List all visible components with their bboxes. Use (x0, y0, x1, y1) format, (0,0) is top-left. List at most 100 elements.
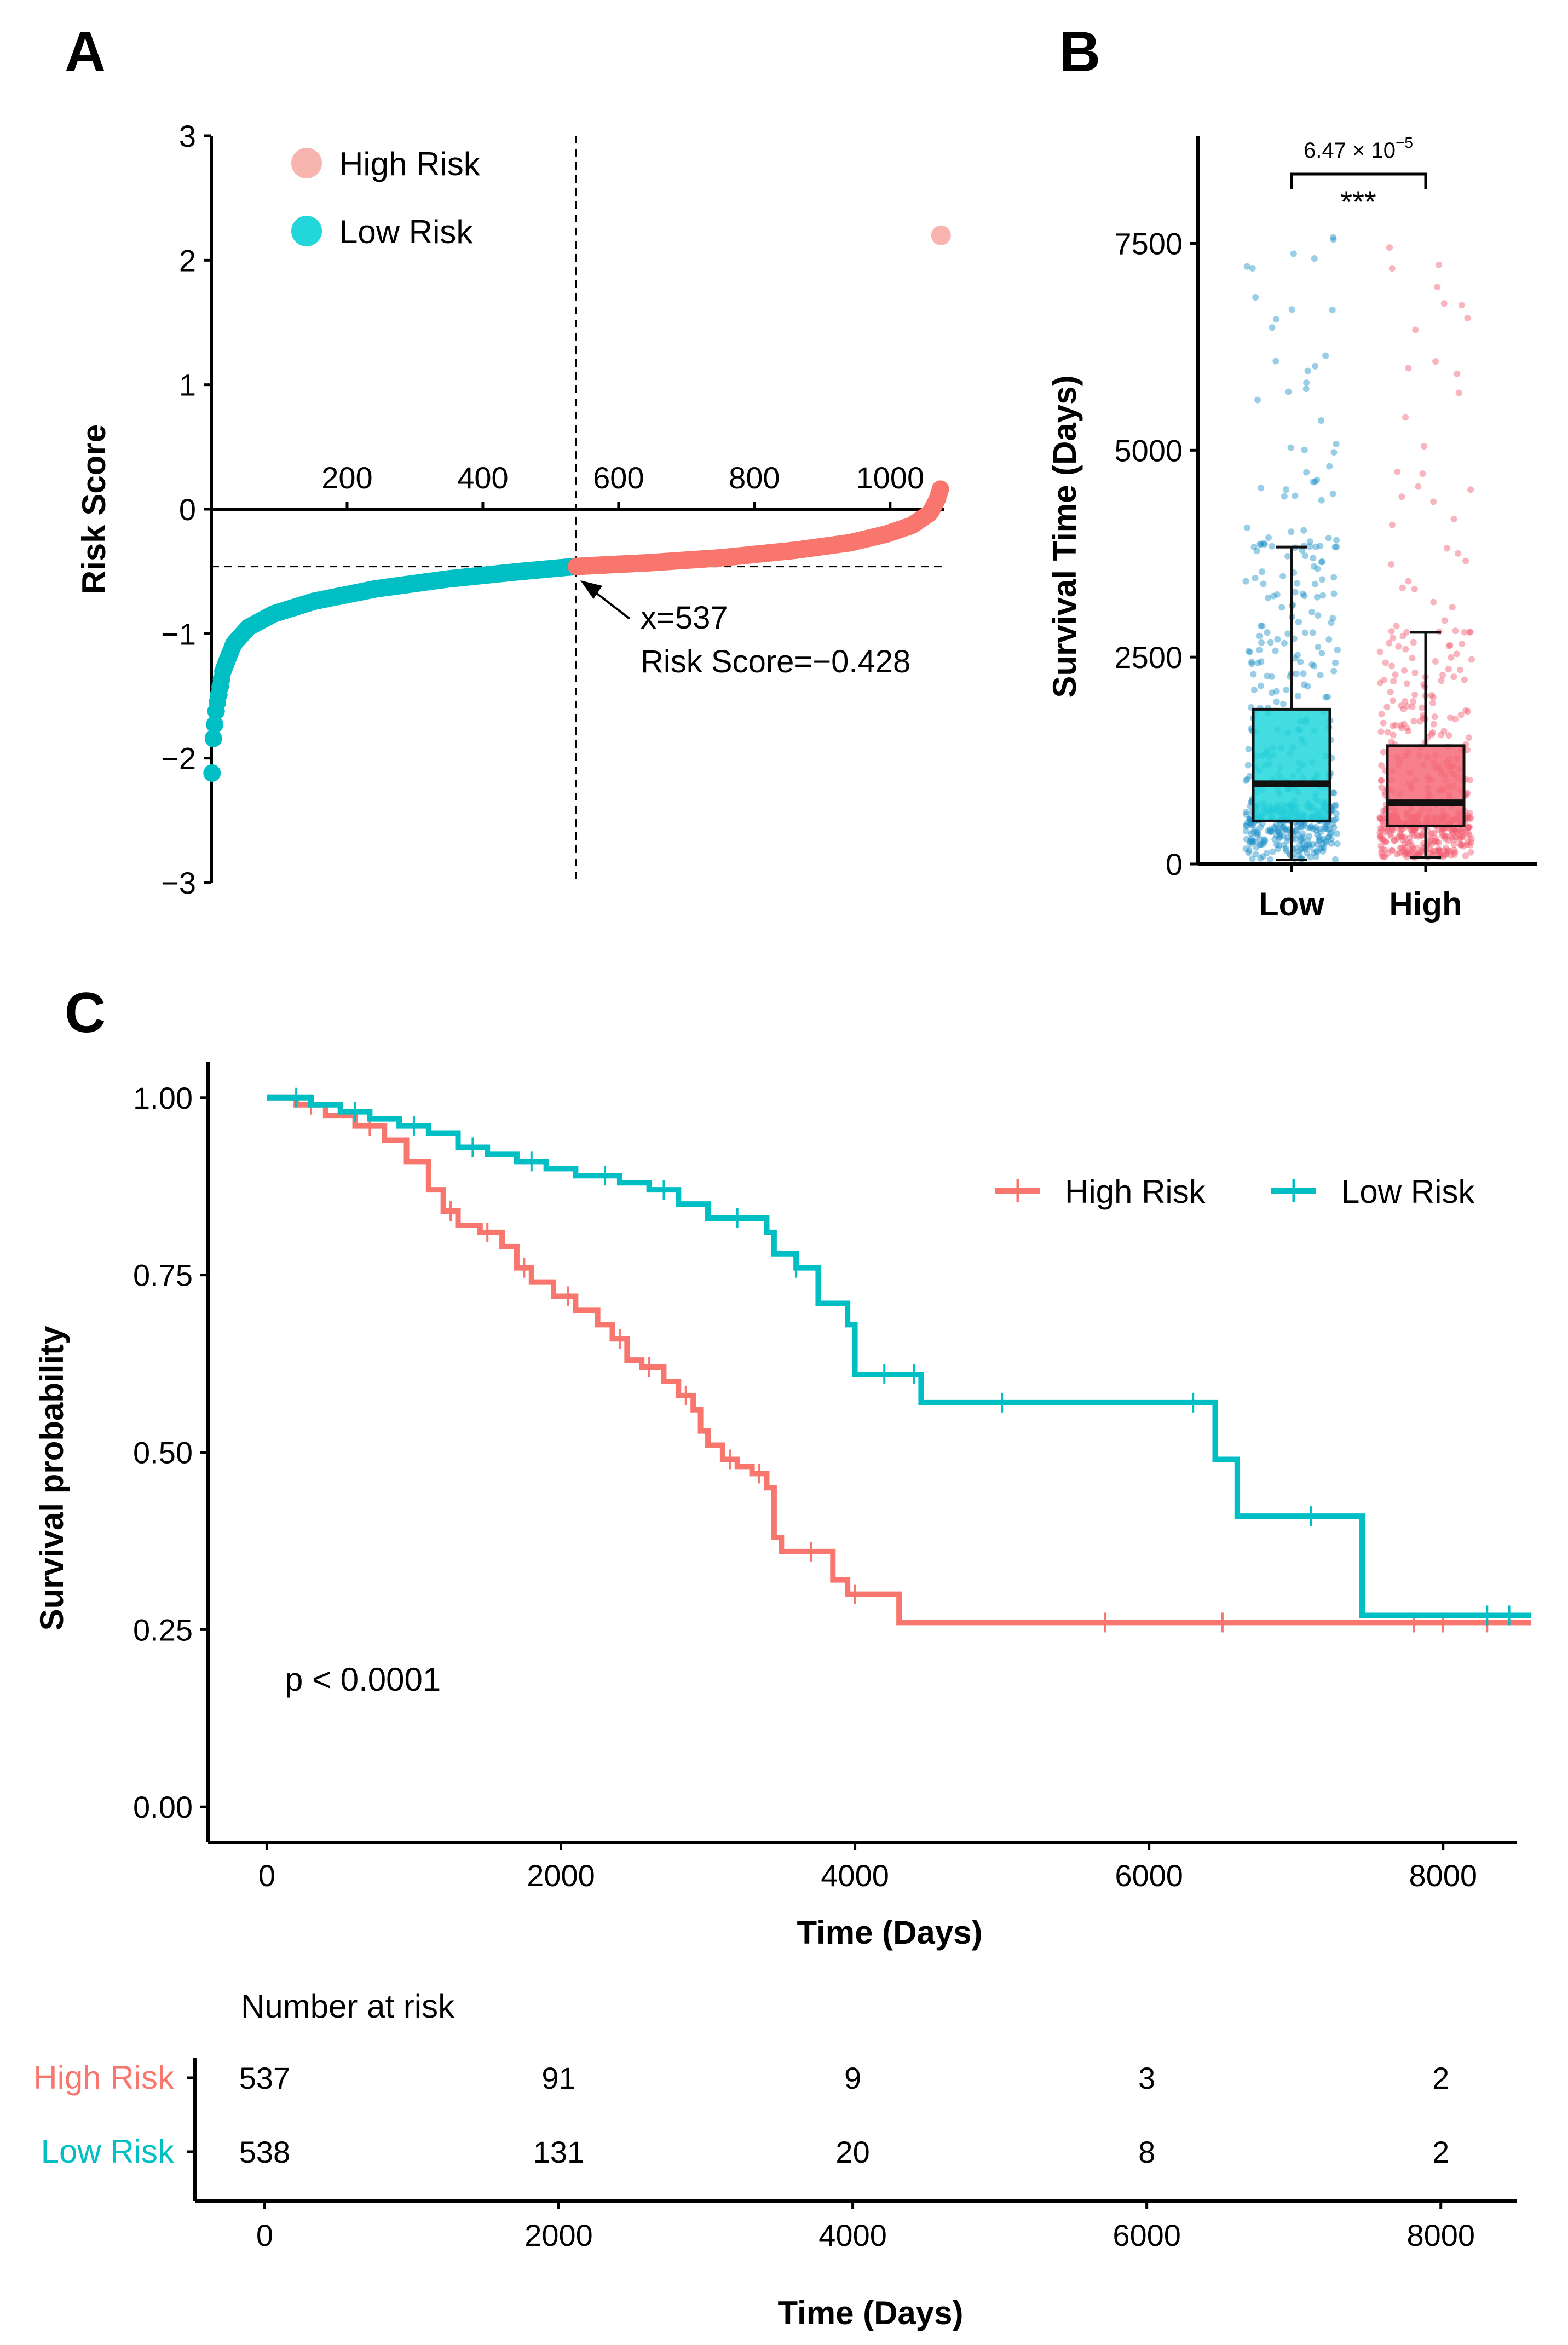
boxplot-jitter-point (1242, 777, 1249, 784)
boxplot-jitter-point (1413, 832, 1420, 839)
boxplot-jitter-point (1465, 824, 1472, 831)
boxplot-jitter-point (1265, 827, 1272, 834)
boxplot-jitter-point (1333, 440, 1340, 447)
boxplot-jitter-point (1268, 689, 1275, 696)
boxplot-jitter-point (1389, 697, 1396, 704)
boxplot-jitter-point (1317, 672, 1324, 679)
boxplot-jitter-point (1405, 834, 1413, 842)
boxplot-jitter-point (1388, 561, 1395, 568)
boxplot-jitter-point (1249, 821, 1256, 828)
boxplot-jitter-point (1441, 833, 1448, 840)
boxplot-jitter-point (1418, 704, 1425, 711)
boxplot-jitter-point (1306, 538, 1313, 545)
boxplot-jitter-point (1276, 834, 1283, 842)
boxplot-jitter-point (1319, 848, 1327, 855)
boxplot-jitter-point (1257, 623, 1264, 630)
boxplot-jitter-point (1258, 658, 1265, 665)
risk-score-y-tick-label: −2 (161, 741, 196, 776)
boxplot-jitter-point (1278, 604, 1285, 611)
boxplot-jitter-point (1245, 648, 1252, 655)
boxplot-jitter-point (1452, 627, 1459, 635)
boxplot-jitter-point (1450, 516, 1457, 523)
boxplot-jitter-point (1250, 828, 1257, 836)
boxplot-jitter-point (1314, 849, 1321, 856)
boxplot-jitter-point (1388, 847, 1396, 854)
boxplot-jitter-point (1312, 478, 1319, 485)
boxplot-jitter-point (1467, 814, 1474, 821)
boxplot-jitter-point (1277, 831, 1284, 838)
boxplot-jitter-point (1277, 833, 1284, 840)
boxplot-jitter-point (1442, 844, 1449, 851)
risk-score-point (203, 764, 221, 782)
boxplot-jitter-point (1279, 573, 1287, 580)
risk-table-x-tick-label: 0 (256, 2218, 273, 2252)
survival-x-tick-label: 0 (258, 1858, 275, 1893)
boxplot-jitter-point (1382, 838, 1390, 845)
boxplot-jitter-point (1315, 834, 1322, 842)
boxplot-jitter-point (1450, 826, 1457, 833)
legend-low-risk-marker (291, 216, 322, 246)
boxplot-jitter-point (1253, 548, 1260, 555)
boxplot-jitter-point (1418, 832, 1425, 839)
boxplot-jitter-point (1388, 627, 1395, 635)
boxplot-jitter-point (1334, 840, 1341, 848)
boxplot-jitter-point (1278, 823, 1285, 831)
boxplot-jitter-point (1281, 493, 1288, 500)
boxplot-jitter-point (1459, 829, 1466, 836)
boxplot-jitter-point (1271, 825, 1278, 832)
boxplot-jitter-point (1253, 829, 1260, 836)
boxplot-jitter-point (1265, 534, 1272, 541)
boxplot-jitter-point (1320, 844, 1327, 851)
boxplot-jitter-point (1382, 838, 1390, 845)
boxplot-jitter-point (1395, 643, 1402, 650)
boxplot-jitter-point (1376, 679, 1383, 687)
boxplot-jitter-point (1467, 849, 1474, 856)
boxplot-jitter-point (1386, 639, 1393, 647)
boxplot-jitter-point (1401, 840, 1408, 847)
boxplot-jitter-point (1378, 827, 1385, 834)
boxplot-jitter-point (1325, 833, 1333, 840)
boxplot-jitter-point (1329, 821, 1336, 828)
boxplot-jitter-point (1247, 840, 1254, 848)
boxplot-jitter-point (1398, 845, 1405, 852)
boxplot-jitter-point (1405, 850, 1412, 857)
boxplot-jitter-point (1466, 832, 1473, 839)
boxplot-jitter-point (1379, 822, 1386, 829)
risk-score-x-tick-label: 200 (321, 460, 372, 495)
risk-score-y-tick-label: −3 (161, 866, 196, 900)
boxplot-jitter-point (1284, 827, 1291, 834)
boxplot-jitter-point (1465, 838, 1472, 845)
boxplot-jitter-point (1317, 543, 1324, 550)
boxplot-jitter-point (1246, 815, 1253, 822)
boxplot-jitter-point (1377, 777, 1385, 784)
boxplot-jitter-point (1313, 594, 1321, 601)
boxplot-jitter-point (1261, 836, 1268, 843)
boxplot-jitter-point (1243, 809, 1250, 816)
boxplot-jitter-point (1445, 642, 1452, 649)
boxplot-jitter-point (1419, 831, 1426, 838)
boxplot-jitter-point (1465, 829, 1472, 837)
boxplot-jitter-point (1453, 650, 1460, 658)
boxplot-jitter-point (1312, 543, 1319, 550)
risk-table-x-tick-label: 8000 (1406, 2218, 1475, 2252)
boxplot-jitter-point (1259, 623, 1266, 630)
boxplot-jitter-point (1332, 802, 1339, 809)
boxplot-jitter-point (1451, 851, 1458, 859)
boxplot-jitter-point (1409, 829, 1416, 837)
boxplot-jitter-point (1312, 827, 1319, 834)
boxplot-jitter-point (1384, 827, 1391, 834)
boxplot-jitter-point (1260, 540, 1267, 547)
boxplot-category-label: High (1389, 886, 1462, 923)
boxplot-jitter-point (1397, 722, 1404, 729)
boxplot-jitter-point (1294, 826, 1301, 833)
boxplot-jitter-point (1411, 826, 1419, 833)
boxplot-jitter-point (1292, 589, 1299, 596)
boxplot-y-tick-label: 7500 (1114, 226, 1183, 261)
boxplot-jitter-point (1270, 592, 1277, 600)
boxplot-jitter-point (1243, 811, 1250, 819)
survival-x-tick-label: 2000 (527, 1858, 595, 1893)
boxplot-jitter-point (1410, 827, 1417, 834)
boxplot-jitter-point (1319, 836, 1327, 843)
boxplot-jitter-point (1317, 836, 1324, 843)
boxplot-jitter-point (1380, 807, 1387, 814)
